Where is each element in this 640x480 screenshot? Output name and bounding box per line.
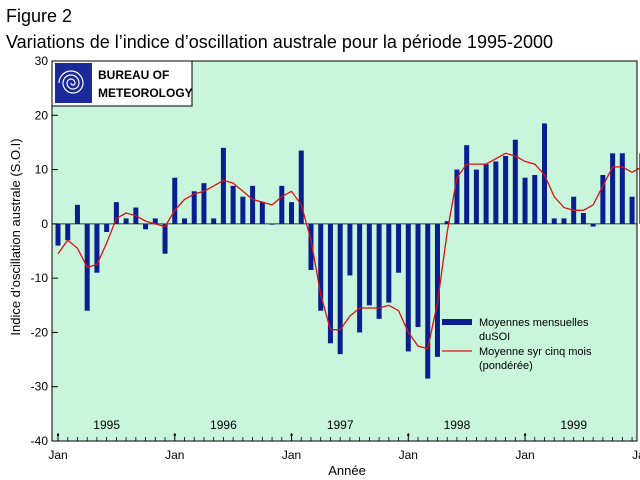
year-label: 1995 — [93, 418, 120, 432]
bar — [123, 218, 129, 224]
bar — [434, 223, 440, 357]
bar — [580, 213, 586, 224]
bar — [337, 223, 343, 355]
bar — [172, 177, 178, 224]
bar — [298, 150, 304, 224]
x-tick-dot — [407, 434, 410, 436]
bar — [532, 175, 538, 224]
x-tick-label: Jan — [282, 448, 301, 462]
logo-text-line1: BUREAU OF — [98, 68, 169, 82]
y-tick-label: -10 — [31, 271, 49, 285]
bar — [347, 223, 353, 276]
y-tick-label: 20 — [35, 108, 49, 122]
bar — [512, 139, 518, 224]
bar — [405, 223, 411, 352]
year-label: 1998 — [444, 418, 471, 432]
x-tick-dot — [57, 434, 59, 436]
y-tick-label: -30 — [31, 380, 49, 394]
x-tick-label: Jan — [399, 448, 418, 462]
bar — [308, 223, 314, 270]
bar — [94, 223, 100, 273]
x-axis-label: Année — [328, 463, 366, 478]
bar — [211, 218, 217, 224]
bar — [366, 223, 372, 306]
x-tick-label: Jan — [165, 448, 184, 462]
year-label: 1996 — [210, 418, 237, 432]
x-tick-dot — [524, 434, 527, 436]
bar — [493, 161, 499, 224]
legend-bar-swatch — [442, 319, 472, 325]
bar — [201, 183, 207, 224]
bar — [396, 223, 402, 273]
bar — [415, 223, 421, 327]
bar — [104, 223, 110, 232]
x-tick-dot — [290, 434, 293, 436]
bar — [230, 185, 236, 224]
legend-label-bars: Moyennes mensuelles duSOI — [479, 317, 589, 343]
bar — [600, 175, 606, 224]
moving-average-line — [57, 152, 640, 350]
bar — [425, 223, 431, 379]
bar — [503, 156, 509, 224]
bar — [240, 196, 246, 224]
y-tick-label: -40 — [31, 434, 49, 448]
bar — [444, 221, 450, 224]
bureau-of-meteorology-logo: BUREAU OF METEOROLOGY — [51, 60, 193, 107]
x-tick-label: Jan — [632, 448, 640, 462]
year-label: 1997 — [327, 418, 354, 432]
bar — [279, 185, 285, 224]
bar — [113, 202, 119, 224]
bar — [191, 191, 197, 224]
line-series — [57, 152, 640, 350]
bar — [259, 202, 265, 224]
plot-background — [52, 61, 637, 441]
legend: Moyennes mensuelles duSOI Moyenne syr cin… — [442, 317, 592, 372]
bar — [162, 223, 168, 254]
bar — [610, 153, 616, 224]
bar — [590, 223, 596, 227]
bar — [250, 185, 256, 224]
legend-label-line: Moyenne syr cinq mois (pondérée) — [479, 346, 592, 372]
bar — [522, 177, 528, 224]
logo-text-line2: METEOROLOGY — [98, 86, 193, 100]
year-label: 1999 — [560, 418, 587, 432]
bar — [269, 223, 275, 225]
bar — [561, 218, 567, 224]
bar-series — [55, 123, 640, 379]
y-tick-label: 10 — [35, 163, 49, 177]
bar — [55, 223, 61, 246]
plot-frame — [51, 60, 638, 442]
y-tick-label: 30 — [35, 54, 49, 68]
bar — [629, 196, 635, 224]
bar — [143, 223, 149, 230]
bar — [473, 169, 479, 224]
swirl-icon — [58, 70, 84, 94]
bar — [74, 204, 80, 224]
y-tick-label: -20 — [31, 325, 49, 339]
bar — [357, 223, 363, 333]
bar — [152, 218, 158, 224]
bar — [376, 223, 382, 319]
bar — [327, 223, 333, 344]
bar — [386, 223, 392, 303]
x-tick-label: Jan — [48, 448, 67, 462]
y-axis-label: Indice d’oscillation australe (S.O.I) — [8, 138, 23, 335]
bar — [464, 145, 470, 224]
bar — [454, 169, 460, 224]
bar — [289, 202, 295, 224]
bar — [65, 223, 71, 241]
bar — [318, 223, 324, 311]
bar — [483, 164, 489, 224]
bar — [619, 153, 625, 224]
figure-label: Figure 2 — [6, 6, 73, 26]
x-tick-label: Jan — [515, 448, 534, 462]
bar — [551, 218, 557, 224]
bar — [542, 123, 547, 224]
bar — [181, 218, 187, 224]
bar — [220, 147, 226, 224]
chart-title: Variations de l’indice d’oscillation aus… — [6, 32, 554, 52]
x-tick-dot — [173, 434, 176, 436]
y-tick-label: 0 — [41, 217, 48, 231]
